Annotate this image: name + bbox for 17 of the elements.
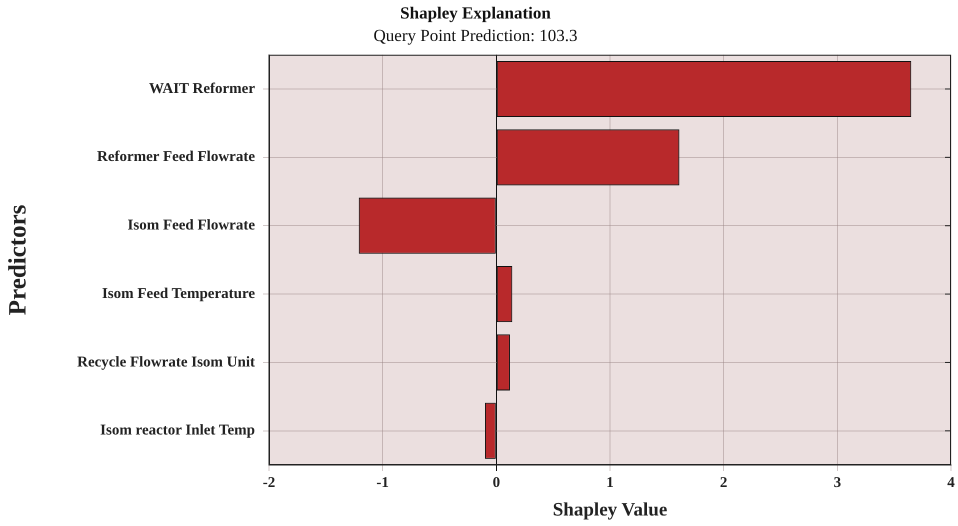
y-tick-label: Isom Feed Temperature xyxy=(102,286,256,302)
x-tick-label: 1 xyxy=(606,474,614,491)
y-tick-label: WAIT Reformer xyxy=(149,80,256,97)
y-axis-title: Predictors xyxy=(4,204,32,316)
x-tick-label: -1 xyxy=(376,474,389,491)
x-tick-label: 3 xyxy=(834,474,842,491)
x-axis-title: Shapley Value xyxy=(552,500,668,521)
chart-subtitle: Query Point Prediction: 103.3 xyxy=(374,26,578,46)
chart-title: Shapley Explanation xyxy=(400,4,552,23)
y-tick-label: Isom Feed Flowrate xyxy=(128,218,256,234)
y-tick-label: Isom reactor Inlet Temp xyxy=(100,422,255,439)
x-tick-label: 4 xyxy=(947,474,956,491)
y-tick-label: Reformer Feed Flowrate xyxy=(97,149,256,166)
x-tick-label: 0 xyxy=(492,474,500,491)
x-tick-label: 2 xyxy=(720,474,728,491)
y-tick-label: Recycle Flowrate Isom Unit xyxy=(77,354,255,370)
x-tick-label: -2 xyxy=(262,474,276,491)
